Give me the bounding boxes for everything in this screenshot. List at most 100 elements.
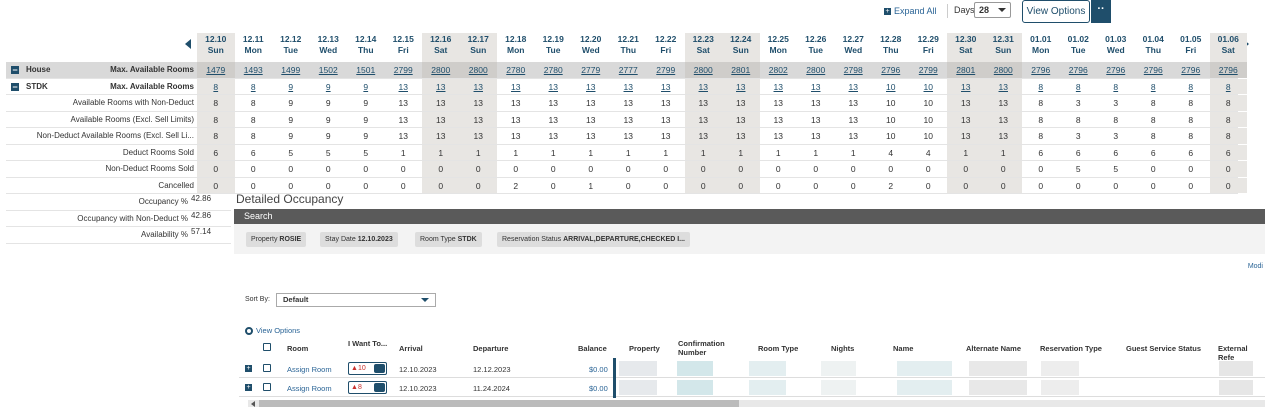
grid-cell[interactable]: 13 [984,78,1022,94]
grid-cell[interactable]: 13 [684,78,722,94]
assign-room-link[interactable]: Assign Room [287,365,332,374]
filter-chip[interactable]: Property ROSIE [246,232,307,247]
modify-search-link[interactable]: Modi [1247,263,1263,270]
grid-cell[interactable]: 13 [947,78,985,94]
column-header[interactable]: Room [287,344,309,353]
column-header[interactable]: Reservation Type [1040,344,1102,353]
days-select[interactable]: 28 [974,2,1011,18]
collapse-icon[interactable]: − [11,65,19,75]
grid-cell[interactable]: 13 [511,81,521,92]
grid-cell[interactable]: 9 [363,81,369,92]
column-header[interactable]: Departure [473,344,509,353]
grid-cell[interactable]: 13 [811,81,821,92]
filter-chip[interactable]: Reservation Status ARRIVAL,DEPARTURE,CHE… [497,232,690,247]
grid-cell[interactable]: 2799 [656,65,676,75]
scroll-left-arrow-icon[interactable] [251,401,255,407]
column-header[interactable]: Room Type [758,344,799,353]
grid-cell[interactable]: 1479 [197,62,235,78]
grid-cell[interactable]: 2779 [581,65,601,75]
grid-cell[interactable]: 13 [459,78,497,94]
grid-cell[interactable]: 13 [661,81,671,92]
grid-cell[interactable]: 8 [1150,81,1156,92]
grid-cell[interactable]: 2780 [506,65,526,75]
column-header[interactable]: Arrival [399,344,423,353]
grid-cell[interactable]: 10 [923,81,933,92]
balance-value[interactable]: $0.00 [589,365,608,374]
column-header[interactable]: Nights [831,344,855,353]
filter-chip[interactable]: Stay Date 12.10.2023 [320,232,398,247]
grid-cell[interactable]: 1499 [281,65,301,75]
grid-cell[interactable]: 2801 [722,62,760,78]
i-want-to-button[interactable]: ▲10 [348,362,387,375]
grid-cell[interactable]: 2799 [393,65,413,75]
prev-dates-arrow-icon[interactable] [185,39,191,49]
grid-cell[interactable]: 2796 [881,65,901,75]
grid-cell[interactable]: 2777 [618,65,638,75]
grid-cell[interactable]: 2802 [768,65,788,75]
grid-cell[interactable]: 13 [398,81,408,92]
row-checkbox[interactable] [263,383,271,391]
grid-cell[interactable]: 1493 [243,65,263,75]
grid-cell[interactable]: 2801 [947,62,985,78]
grid-cell[interactable]: 8 [1188,81,1194,92]
expand-row-icon[interactable]: + [245,365,252,372]
balance-value[interactable]: $0.00 [589,384,608,393]
grid-cell[interactable]: 1501 [356,65,376,75]
column-header[interactable]: Confirmation Number [678,339,725,357]
row-checkbox[interactable] [263,364,271,372]
grid-cell[interactable]: 10 [886,81,896,92]
i-want-to-button[interactable]: ▲8 [348,381,387,394]
column-header[interactable]: External Refe [1218,344,1248,362]
grid-cell[interactable]: 8 [250,81,256,92]
expand-row-icon[interactable]: + [245,384,252,391]
collapse-icon[interactable]: − [11,81,19,92]
redacted-field [619,361,657,376]
grid-cell[interactable]: 2800 [459,62,497,78]
column-header[interactable]: Guest Service Status [1126,344,1202,353]
grid-cell[interactable]: 2800 [684,62,722,78]
grid-cell[interactable]: 9 [288,81,294,92]
grid-cell[interactable]: 2780 [543,65,563,75]
grid-cell[interactable]: 1502 [318,65,338,75]
grid-cell[interactable]: 13 [848,81,858,92]
grid-cell[interactable]: 13 [773,81,783,92]
grid-cell[interactable]: 2798 [843,65,863,75]
grid-cell[interactable]: 2796 [1181,65,1201,75]
grid-cell[interactable]: 8 [1075,81,1081,92]
sort-by-select[interactable]: Default [276,293,436,307]
scrollbar-thumb[interactable] [259,400,739,407]
grid-cell[interactable]: 13 [548,81,558,92]
grid-cell[interactable]: 8 [197,78,235,94]
column-header[interactable]: Property [629,344,660,353]
grid-cell[interactable]: 2796 [1209,62,1247,78]
select-all-checkbox[interactable] [263,343,271,351]
more-options-button[interactable]: ·· [1091,0,1111,23]
filter-chip[interactable]: Room Type STDK [415,232,482,247]
grid-cell[interactable]: 2800 [422,62,460,78]
grid-cell[interactable]: 2800 [806,65,826,75]
grid-cell[interactable]: 2796 [1106,65,1126,75]
grid-cell[interactable]: 13 [422,78,460,94]
column-header[interactable]: Alternate Name [966,344,1022,353]
view-options-link[interactable]: View Options [245,326,300,336]
column-header[interactable]: Name [893,344,914,353]
grid-cell[interactable]: 8 [1038,81,1044,92]
expand-all-link[interactable]: + Expand All [884,6,937,16]
column-header[interactable]: Balance [578,344,607,353]
grid-cell[interactable]: 2800 [984,62,1022,78]
grid-cell[interactable]: 13 [722,78,760,94]
view-options-button[interactable]: View Options [1022,0,1090,23]
grid-cell[interactable]: 8 [1113,81,1119,92]
grid-cell[interactable]: 2796 [1031,65,1051,75]
search-bar[interactable]: Search [234,209,1265,224]
horizontal-scrollbar[interactable] [248,400,1265,407]
grid-cell[interactable]: 13 [623,81,633,92]
grid-cell[interactable]: 8 [1209,78,1247,94]
column-header[interactable]: I Want To... [348,339,388,348]
grid-cell[interactable]: 2799 [918,65,938,75]
grid-cell[interactable]: 2796 [1143,65,1163,75]
grid-cell[interactable]: 9 [325,81,331,92]
grid-cell[interactable]: 2796 [1068,65,1088,75]
assign-room-link[interactable]: Assign Room [287,384,332,393]
grid-cell[interactable]: 13 [586,81,596,92]
